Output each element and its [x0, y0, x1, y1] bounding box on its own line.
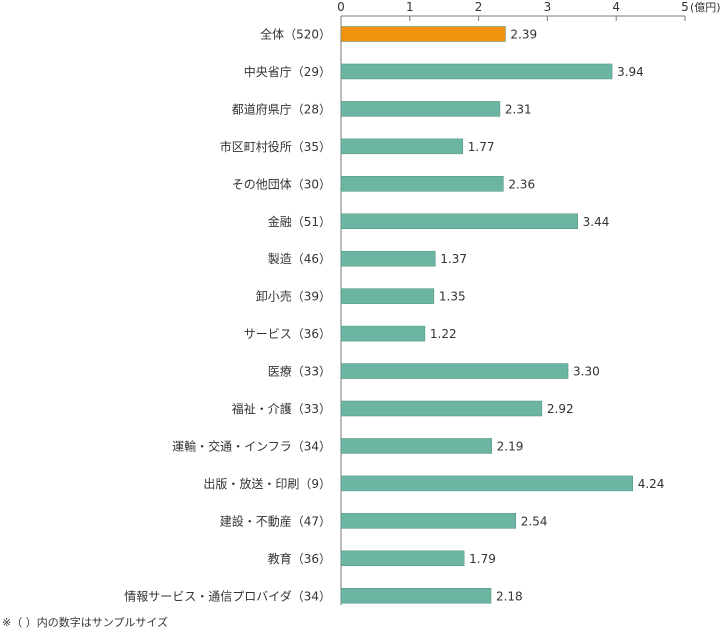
x-tick-label: 3	[544, 0, 552, 14]
sample-size-note: ※（ ）内の数字はサンプルサイズ	[2, 616, 169, 629]
category-label: 製造（46）	[268, 252, 331, 266]
bar	[340, 63, 613, 80]
category-label: 出版・放送・印刷（9）	[203, 476, 331, 491]
category-label: 運輸・交通・インフラ（34）	[172, 438, 331, 453]
bar	[340, 101, 501, 117]
category-label: 卸小売（39）	[256, 289, 331, 304]
bar	[340, 26, 506, 42]
value-label: 3.94	[617, 65, 644, 79]
category-label: サービス（36）	[244, 327, 331, 341]
value-label: 1.22	[430, 327, 457, 341]
value-label: 2.39	[510, 28, 537, 42]
bars-layer	[340, 26, 633, 604]
bar	[340, 363, 569, 379]
category-label: 医療（33）	[268, 365, 331, 379]
value-label: 1.79	[469, 552, 496, 566]
bar	[340, 400, 543, 417]
value-label: 2.92	[547, 402, 574, 416]
x-tick-label: 1	[406, 0, 414, 14]
bar	[340, 250, 436, 267]
category-label: 建設・不動産（47）	[220, 513, 331, 528]
bar	[340, 513, 517, 529]
value-label: 3.44	[583, 215, 610, 229]
bar	[340, 176, 504, 192]
category-label: 中央省庁（29）	[244, 64, 331, 79]
category-label: 全体（520）	[260, 27, 331, 42]
value-label: 2.18	[496, 589, 523, 603]
value-label: 1.35	[439, 290, 466, 304]
value-label: 1.37	[440, 252, 467, 266]
bar	[340, 588, 492, 604]
bar	[340, 475, 633, 492]
bar	[340, 288, 435, 304]
x-unit-label: (億円)	[690, 1, 721, 14]
category-label: 福祉・介護（33）	[232, 401, 331, 416]
category-label: 教育（36）	[268, 551, 331, 566]
value-label: 1.77	[468, 140, 495, 154]
value-label: 2.31	[505, 102, 532, 116]
category-label: 都道府県庁（28）	[232, 101, 331, 116]
value-label: 2.54	[521, 514, 548, 528]
category-label: 市区町村役所（35）	[220, 139, 331, 154]
x-tick-label: 5	[681, 0, 689, 14]
bar	[340, 138, 464, 155]
value-label: 4.24	[638, 477, 665, 491]
category-label: 金融（51）	[268, 214, 331, 229]
value-label: 3.30	[573, 365, 600, 379]
value-label: 2.36	[508, 177, 535, 191]
x-tick-label: 2	[475, 0, 483, 14]
category-label: その他団体（30）	[232, 177, 331, 191]
x-tick-label: 0	[337, 0, 345, 14]
labels-layer: 全体（520） 2.39 中央省庁（29） 3.94 都道府県庁（28） 2.31 市区町村…	[124, 27, 664, 604]
x-tick-label: 4	[612, 0, 620, 14]
bar	[340, 438, 492, 454]
bar	[340, 213, 578, 229]
bar	[340, 550, 465, 567]
bar	[340, 325, 426, 342]
axis-layer: 0 1 2 3 4 5 (億円)	[337, 0, 721, 605]
value-label: 2.19	[497, 439, 524, 453]
category-label: 情報サービス・通信プロバイダ（34）	[124, 588, 331, 603]
